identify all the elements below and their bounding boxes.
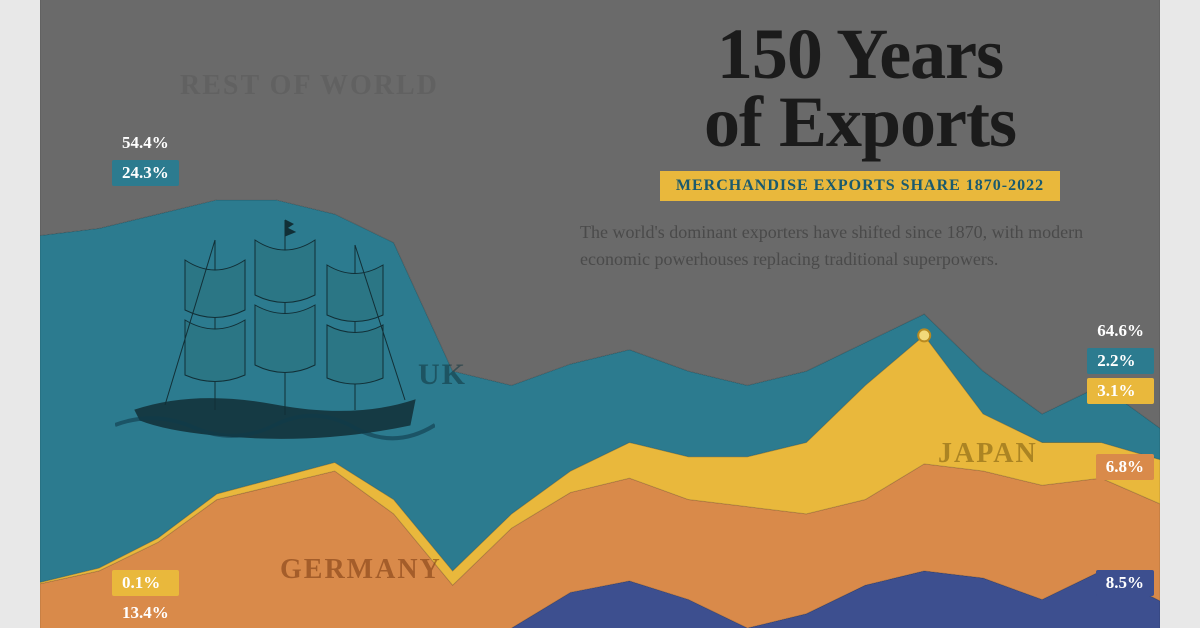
area-label-japan: JAPAN: [938, 438, 1038, 470]
value-tag: 2.2%: [1087, 348, 1154, 374]
subtitle-band: MERCHANDISE EXPORTS SHARE 1870-2022: [660, 171, 1060, 201]
left-start-tags-top: 54.4% 24.3%: [112, 130, 179, 186]
area-label-rest-of-world: REST OF WORLD: [180, 70, 439, 102]
right-end-tags-mid: 6.8%: [1096, 454, 1154, 480]
value-tag: 8.5%: [1096, 570, 1154, 596]
title-block: 150 Years of Exports MERCHANDISE EXPORTS…: [570, 20, 1150, 273]
value-tag: 24.3%: [112, 160, 179, 186]
value-tag: 13.4%: [112, 600, 179, 626]
area-label-germany: GERMANY: [280, 554, 442, 586]
value-tag: 0.1%: [112, 570, 179, 596]
title-line-2: of Exports: [704, 82, 1016, 162]
value-tag: 54.4%: [112, 130, 179, 156]
peak-marker: [918, 329, 930, 341]
value-tag: 6.8%: [1096, 454, 1154, 480]
main-title: 150 Years of Exports: [570, 20, 1150, 157]
chart-description: The world's dominant exporters have shif…: [570, 219, 1150, 273]
value-tag: 64.6%: [1087, 318, 1154, 344]
left-start-tags-bottom: 0.1% 13.4%: [112, 570, 179, 626]
value-tag: 3.1%: [1087, 378, 1154, 404]
right-end-tags-bottom: 8.5%: [1096, 570, 1154, 596]
ship-illustration: [115, 210, 435, 450]
area-label-uk: UK: [418, 358, 467, 392]
right-end-tags-top: 64.6% 2.2% 3.1%: [1087, 318, 1154, 404]
